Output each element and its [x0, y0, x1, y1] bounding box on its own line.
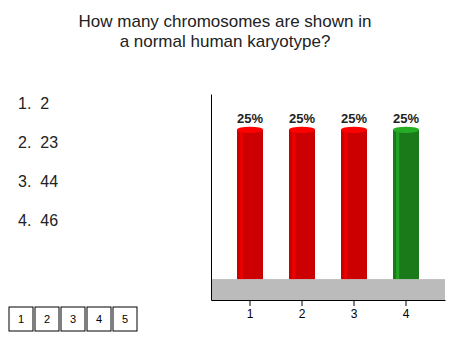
y-axis-line	[211, 95, 212, 301]
choice: 4. 46	[18, 212, 58, 229]
platform	[211, 279, 445, 300]
x-tick-mark	[302, 300, 303, 306]
bar	[393, 130, 419, 279]
choice: 1. 2	[18, 95, 49, 112]
page-number: 2	[44, 313, 50, 325]
data-label: 25%	[289, 111, 315, 126]
title: How many chromosomes are shown ina norma…	[79, 12, 372, 51]
x-tick-label: 2	[299, 307, 306, 321]
page-box	[61, 307, 85, 331]
x-tick-mark	[250, 300, 251, 306]
plot-area	[211, 127, 445, 300]
x-axis-line	[212, 300, 446, 301]
page-number: 1	[18, 313, 24, 325]
bar-cap	[289, 127, 315, 133]
chart: How many chromosomes are shown ina norma…	[0, 0, 450, 338]
page-box	[9, 307, 33, 331]
page-number: 5	[122, 313, 128, 325]
bar-cap	[341, 127, 367, 133]
page-number: 4	[96, 313, 102, 325]
bar-highlight	[292, 130, 295, 279]
page-number: 3	[70, 313, 76, 325]
bar-highlight	[240, 130, 243, 279]
x-tick-label: 3	[351, 307, 358, 321]
x-tick: 2	[299, 300, 306, 321]
y-axis	[211, 95, 212, 301]
bar	[289, 130, 315, 279]
data-label: 25%	[341, 111, 367, 126]
x-tick-label: 1	[247, 307, 254, 321]
bar	[341, 130, 367, 279]
bar-cap	[237, 127, 263, 133]
bar-cap	[393, 127, 419, 133]
x-axis: 1 2 3 4	[212, 300, 446, 321]
x-tick-label: 4	[403, 307, 410, 321]
bar	[237, 130, 263, 279]
page-box	[113, 307, 137, 331]
page-box	[35, 307, 59, 331]
data-label: 25%	[237, 111, 263, 126]
bar-highlight	[396, 130, 399, 279]
choice: 3. 44	[18, 173, 58, 190]
x-tick-mark	[406, 300, 407, 306]
data-label: 25%	[393, 111, 419, 126]
x-tick: 4	[403, 300, 410, 321]
choice: 2. 23	[18, 134, 58, 151]
bar-highlight	[344, 130, 347, 279]
x-tick: 1	[247, 300, 254, 321]
page-box	[87, 307, 111, 331]
x-tick-mark	[354, 300, 355, 306]
x-tick: 3	[351, 300, 358, 321]
